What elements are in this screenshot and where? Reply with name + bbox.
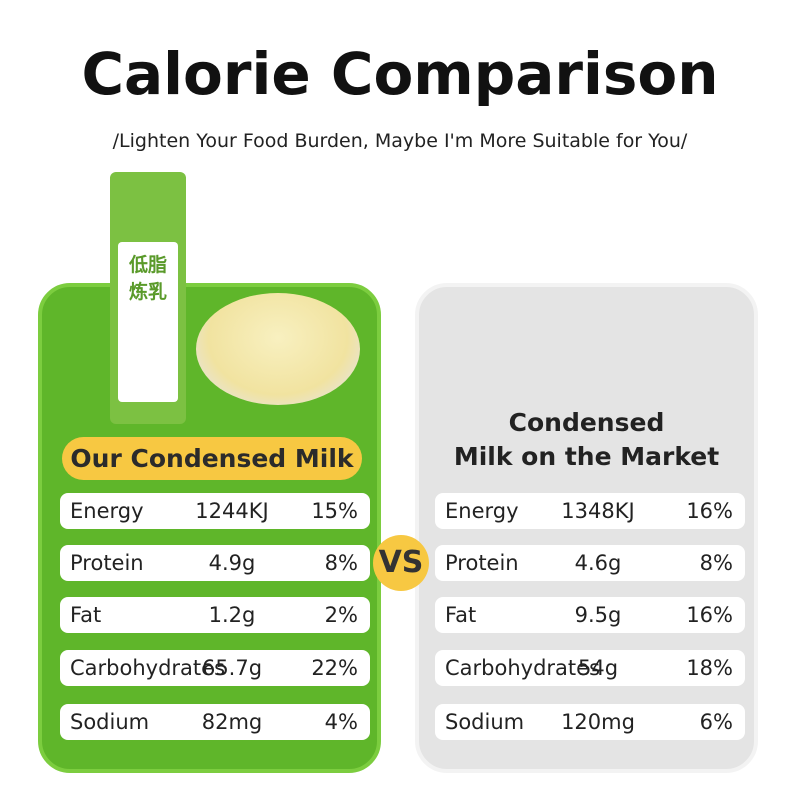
nutrient-amount: 1244KJ: [195, 499, 269, 523]
product-pouch: 低脂 炼乳: [110, 172, 186, 424]
nutrient-percent: 8%: [699, 551, 733, 575]
nutrient-name: Sodium: [445, 710, 525, 734]
nutrient-amount: 82mg: [201, 710, 263, 734]
nutrient-row: Fat 9.5g 16%: [435, 597, 745, 633]
nutrient-amount: 1.2g: [208, 603, 256, 627]
nutrient-name: Carbohydrates: [70, 656, 226, 680]
nutrient-percent: 4%: [324, 710, 358, 734]
nutrient-name: Protein: [445, 551, 519, 575]
title: Calorie Comparison: [81, 40, 719, 108]
nutrient-percent: 8%: [324, 551, 358, 575]
nutrient-percent: 16%: [686, 499, 733, 523]
nutrient-name: Protein: [70, 551, 144, 575]
milk-bowl: [196, 293, 360, 405]
nutrient-row: Carbohydrates 54g 18%: [435, 650, 745, 686]
nutrient-amount: 120mg: [561, 710, 635, 734]
nutrient-amount: 9.5g: [574, 603, 622, 627]
nutrient-row: Fat 1.2g 2%: [60, 597, 370, 633]
nutrient-percent: 18%: [686, 656, 733, 680]
vs-badge: VS: [373, 535, 429, 591]
nutrient-amount: 65.7g: [201, 656, 263, 680]
nutrient-row: Energy 1244KJ 15%: [60, 493, 370, 529]
pouch-label: 低脂 炼乳: [118, 242, 178, 402]
market-heading: Condensed: [508, 408, 665, 437]
market-heading: Milk on the Market: [453, 442, 720, 471]
pouch-text: 炼乳: [128, 281, 167, 303]
nutrient-name: Fat: [70, 603, 102, 627]
nutrient-name: Fat: [445, 603, 477, 627]
nutrient-name: Energy: [445, 499, 519, 523]
nutrient-row: Sodium 120mg 6%: [435, 704, 745, 740]
nutrient-row: Protein 4.9g 8%: [60, 545, 370, 581]
nutrient-percent: 2%: [324, 603, 358, 627]
nutrient-amount: 4.9g: [208, 551, 256, 575]
nutrient-percent: 16%: [686, 603, 733, 627]
nutrient-name: Energy: [70, 499, 144, 523]
nutrient-amount: 4.6g: [574, 551, 622, 575]
nutrient-row: Protein 4.6g 8%: [435, 545, 745, 581]
nutrient-name: Sodium: [70, 710, 150, 734]
nutrient-amount: 1348KJ: [561, 499, 635, 523]
nutrient-percent: 22%: [311, 656, 358, 680]
subtitle: /Lighten Your Food Burden, Maybe I'm Mor…: [112, 130, 688, 152]
nutrient-percent: 6%: [699, 710, 733, 734]
nutrient-row: Sodium 82mg 4%: [60, 704, 370, 740]
nutrient-name: Carbohydrates: [445, 656, 601, 680]
nutrient-row: Carbohydrates 65.7g 22%: [60, 650, 370, 686]
our-heading: Our Condensed Milk: [62, 437, 362, 480]
nutrient-row: Energy 1348KJ 16%: [435, 493, 745, 529]
nutrient-percent: 15%: [311, 499, 358, 523]
nutrient-amount: 54g: [577, 656, 619, 680]
pouch-text: 低脂: [128, 254, 167, 276]
